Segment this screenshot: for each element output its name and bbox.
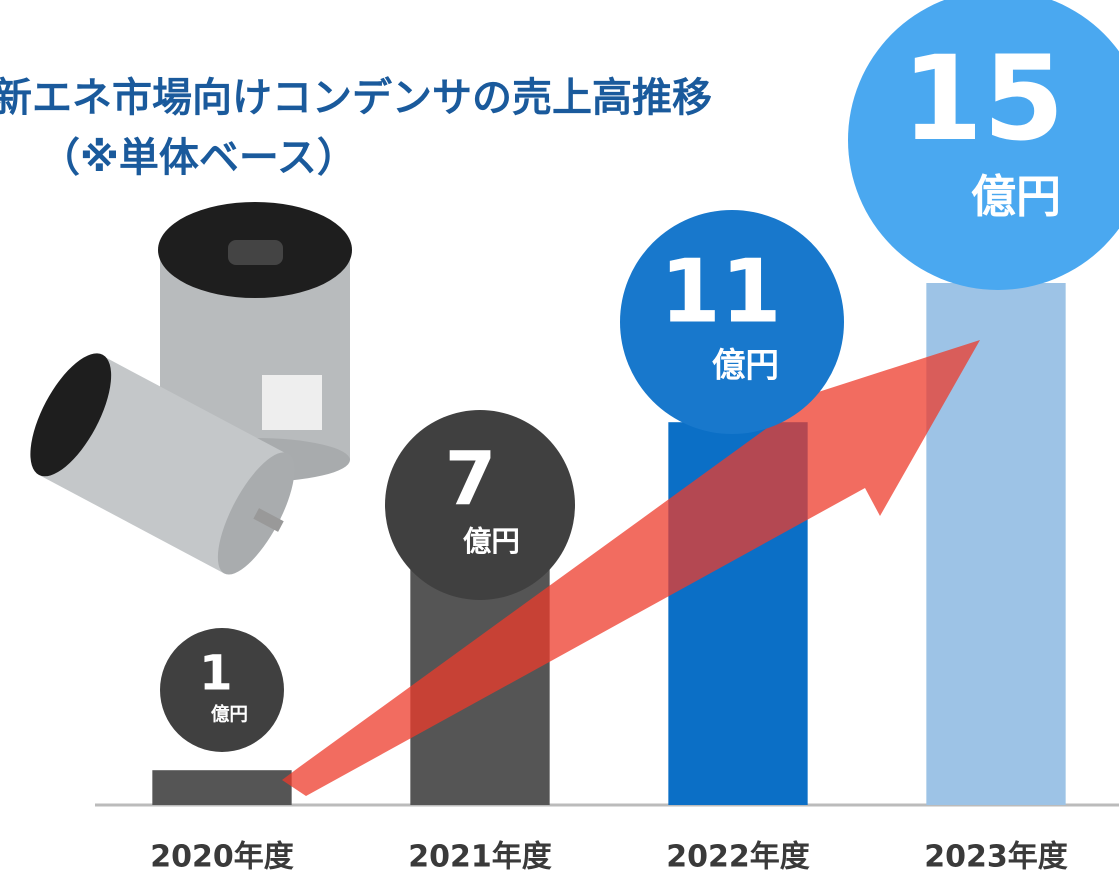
capacitor-illustration [14, 202, 352, 587]
data-label: 15 [902, 30, 1065, 167]
data-label-unit: 億円 [712, 345, 779, 384]
data-label-unit: 億円 [211, 703, 248, 725]
chart-title: 新エネ市場向けコンデンサの売上高推移 [0, 75, 712, 121]
data-label: 7 [445, 437, 497, 523]
x-tick-label: 2021年度 [408, 840, 552, 875]
chart: 新エネ市場向けコンデンサの売上高推移 （※単体ベース） 1億円7億円11億円15… [0, 0, 1119, 889]
bar [152, 770, 291, 805]
x-tick-label: 2022年度 [666, 840, 810, 875]
x-tick-label: 2023年度 [924, 840, 1068, 875]
data-label: 11 [660, 240, 782, 342]
data-label-unit: 億円 [463, 525, 520, 558]
growth-arrow [282, 340, 980, 796]
x-tick-label: 2020年度 [150, 840, 294, 875]
capacitor-terminal [228, 240, 283, 265]
chart-subtitle: （※単体ベース） [40, 135, 357, 181]
capacitor-label [262, 375, 322, 430]
data-label-unit: 億円 [971, 170, 1061, 223]
data-label: 1 [199, 645, 233, 701]
